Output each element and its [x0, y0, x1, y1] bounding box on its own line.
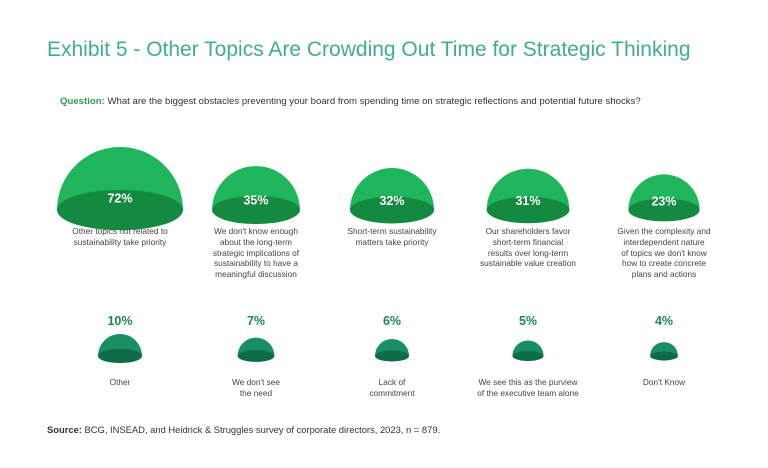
value-label-4: 23% — [651, 195, 676, 209]
dome-base-0 — [57, 189, 183, 231]
value-label-1: 35% — [243, 194, 268, 208]
category-label-8: We see this as the purview of the execut… — [477, 377, 579, 398]
question-label: Question: — [60, 96, 105, 107]
value-label-9: 4% — [655, 314, 673, 328]
dome-base-2 — [350, 196, 434, 224]
dome-base-6 — [237, 350, 275, 362]
source-label: Source: — [47, 424, 82, 435]
source-line: Source: BCG, INSEAD, and Heidrick & Stru… — [47, 424, 440, 435]
question-text: What are the biggest obstacles preventin… — [107, 96, 641, 107]
dome-base-4 — [628, 198, 700, 222]
source-text: BCG, INSEAD, and Heidrick & Struggles su… — [84, 424, 441, 435]
value-label-0: 72% — [107, 191, 132, 205]
category-label-3: Our shareholders favor short-term financ… — [480, 226, 576, 269]
category-label-6: We don't see the need — [231, 377, 280, 398]
exhibit-title: Exhibit 5 - Other Topics Are Crowding Ou… — [47, 38, 691, 61]
dome-base-8 — [512, 351, 544, 361]
category-label-1: We don't know enough about the long-term… — [212, 226, 300, 280]
value-label-5: 10% — [107, 314, 132, 328]
question-line: Question: What are the biggest obstacles… — [60, 96, 641, 107]
value-label-2: 32% — [379, 194, 404, 208]
category-label-2: Short-term sustainability matters take p… — [347, 226, 437, 247]
value-label-6: 7% — [247, 314, 265, 328]
dome-base-3 — [486, 196, 570, 224]
dome-base-5 — [98, 348, 142, 364]
category-label-4: Given the complexity and interdependent … — [617, 226, 711, 280]
category-label-0: Other topics not related to sustainabili… — [72, 226, 168, 247]
value-label-7: 6% — [383, 314, 401, 328]
value-label-3: 31% — [515, 194, 540, 208]
category-label-7: Lack of commitment — [369, 377, 415, 398]
dome-base-7 — [374, 350, 410, 362]
dome-base-1 — [212, 195, 300, 225]
category-label-5: Other — [109, 377, 131, 387]
dome-base-9 — [650, 351, 678, 361]
category-label-9: Don't Know — [642, 377, 686, 387]
value-label-8: 5% — [519, 314, 537, 328]
